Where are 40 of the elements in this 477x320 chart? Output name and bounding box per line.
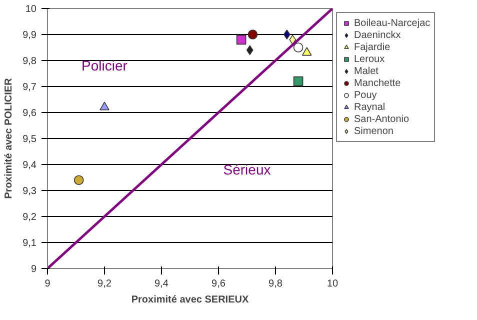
y-tick-label: 9,3 — [22, 186, 37, 197]
legend-label: Malet — [354, 65, 378, 77]
point — [293, 76, 304, 86]
x-tick-label: 9,2 — [98, 278, 112, 290]
x-axis-title: Proximité avec SERIEUX — [131, 294, 249, 306]
x-tick-label: 9,4 — [154, 278, 169, 290]
y-tick-label: 9,6 — [22, 108, 37, 119]
annotation: Policier — [82, 58, 128, 74]
point — [302, 47, 312, 56]
legend-label: San-Antonio — [354, 113, 410, 125]
legend-label: Simenon — [354, 125, 394, 137]
x-tick-label: 10 — [326, 278, 338, 290]
x-tick-label: 9,6 — [212, 278, 226, 290]
point — [284, 30, 290, 40]
legend-label: Leroux — [354, 53, 385, 65]
y-tick-label: 10 — [25, 4, 37, 15]
y-tick-label: 9,9 — [22, 30, 37, 41]
annotation: Sérieux — [223, 162, 271, 178]
legend-label: Daeninckx — [354, 29, 401, 41]
y-tick-label: 9 — [30, 264, 37, 275]
y-tick-label: 9,1 — [22, 238, 37, 249]
legend-label: Fajardie — [354, 41, 390, 53]
point — [236, 34, 246, 45]
y-tick-label: 9,7 — [22, 82, 37, 93]
point — [100, 102, 110, 110]
legend-label: Boileau-Narcejac — [354, 17, 430, 29]
x-tick-label: 9,8 — [268, 278, 283, 290]
legend-label: Pouy — [354, 89, 377, 101]
point — [248, 30, 258, 40]
y-tick-label: 9,2 — [22, 212, 37, 223]
y-tick-label: 9,5 — [22, 134, 37, 145]
x-tick-label: 9 — [44, 278, 51, 290]
legend-label: Raynal — [354, 101, 386, 113]
y-tick-label: 9,8 — [22, 56, 37, 67]
point — [74, 175, 84, 185]
point — [246, 45, 254, 55]
y-axis-title: Proximité avec POLICIER — [4, 77, 15, 199]
legend-label: Manchette — [354, 77, 401, 89]
point — [293, 42, 304, 52]
y-tick-label: 9,4 — [22, 160, 37, 171]
